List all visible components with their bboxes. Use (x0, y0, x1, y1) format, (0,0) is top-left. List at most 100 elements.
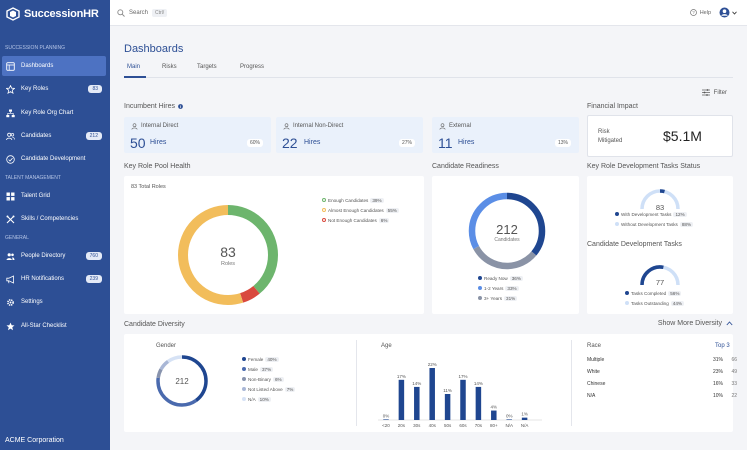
hire-card-unit: Hires (458, 139, 475, 146)
tools-icon (6, 215, 15, 224)
tab-risks[interactable]: Risks (162, 64, 177, 70)
cd-tasks-gauge: 77 (640, 265, 680, 287)
sidebar-item-skills-competencies[interactable]: Skills / Competencies (2, 209, 106, 229)
financial-impact-card: Risk Mitigated $5.1M (587, 115, 733, 157)
pool-center-value: 83 (220, 244, 236, 260)
app-logo[interactable]: SuccessionHR (0, 0, 110, 27)
cd-tasks-legend: Tasks Completed 56% Tasks Outstanding 44% (625, 288, 684, 308)
user-menu[interactable] (719, 7, 737, 18)
sidebar-item-candidates[interactable]: Candidates 212 (2, 126, 106, 146)
filter-button[interactable]: Filter (701, 89, 727, 96)
sidebar-item-dashboards[interactable]: Dashboards (2, 56, 106, 76)
financial-value: $5.1M (663, 128, 702, 144)
age-bar[interactable] (460, 379, 466, 420)
info-icon[interactable] (178, 104, 183, 109)
age-bar[interactable] (444, 394, 451, 420)
hire-card-internal-direct: Internal Direct 50 Hires 60% (124, 117, 271, 153)
sidebar-item-label: HR Notifications (21, 276, 65, 282)
sidebar-item-people-directory[interactable]: People Directory 760 (2, 246, 106, 266)
age-bar-value-label: 4% (491, 405, 498, 410)
age-category-label: N/A (505, 423, 513, 428)
pool-donut: 83 Roles (178, 205, 278, 305)
age-bar[interactable] (475, 386, 482, 420)
legend-item: Female 40% (242, 354, 295, 364)
age-bar[interactable] (429, 368, 435, 420)
sidebar-item-hr-notifications[interactable]: HR Notifications 239 (2, 269, 106, 289)
age-bar[interactable] (506, 419, 512, 420)
sidebar-item-all-star-checklist[interactable]: All-Star Checklist (2, 316, 106, 336)
tab-progress[interactable]: Progress (240, 64, 265, 70)
readiness-title: Candidate Readiness (432, 163, 499, 170)
page-title: Dashboards (124, 43, 184, 55)
legend-item: 3+ Years 31% (478, 293, 523, 303)
age-bar[interactable] (521, 417, 528, 420)
readiness-card: 212 Candidates Ready Now 36% 1-2 Years 33%… (432, 176, 579, 314)
legend-item: N/A 10% (242, 394, 295, 404)
hire-card-percent: 13% (554, 139, 571, 147)
age-bar-chart: 0% <20 17% 20s 14% 30s 22% 40s 11% 50s 17% 60s 14% 70… (378, 362, 542, 428)
count-badge: 83 (88, 85, 102, 93)
search-box[interactable]: Search Ctrl/ (117, 8, 168, 17)
age-title: Age (381, 343, 392, 349)
sidebar-item-label: Skills / Competencies (21, 216, 79, 222)
hire-card-percent: 27% (398, 139, 415, 147)
logo-icon (6, 6, 20, 21)
show-more-diversity-button[interactable]: Show More Diversity (658, 320, 733, 327)
sidebar-item-label: Key Roles (21, 86, 49, 92)
hire-card-value: 22 (282, 135, 298, 151)
race-row: Chinese 16% 33 (587, 381, 737, 387)
count-badge: 212 (85, 132, 102, 140)
readiness-segment-1-2-years (468, 192, 546, 270)
company-name: ACME Corporation (5, 437, 64, 444)
race-top3-link[interactable]: Top 3 (715, 343, 730, 349)
age-bar-value-label: 14% (474, 381, 483, 386)
count-badge: 239 (85, 275, 102, 283)
race-row: Multiple 31% 66 (587, 357, 737, 363)
age-bar-value-label: 17% (458, 374, 467, 379)
help-link[interactable]: ? Help (689, 9, 711, 16)
tab-divider (124, 77, 733, 78)
age-bar-value-label: 14% (412, 381, 421, 386)
cd-tasks-value: 77 (656, 278, 664, 287)
age-bar[interactable] (383, 419, 389, 420)
app-name: SuccessionHR (24, 7, 99, 20)
section-talent-management: TALENT MANAGEMENT (5, 175, 61, 181)
kr-tasks-card: 83 With Development Tasks 12% Without Dev… (587, 176, 733, 260)
pool-health-card: 83 Total Roles 83 Roles Enough Candidate… (124, 176, 424, 314)
age-bar[interactable] (398, 379, 405, 420)
gender-title: Gender (156, 343, 177, 349)
sidebar-item-key-role-org-chart[interactable]: Key Role Org Chart (2, 103, 106, 123)
sidebar-item-candidate-development[interactable]: Candidate Development (2, 149, 106, 169)
legend-item: Enough Candidates 39% (322, 195, 399, 205)
sidebar-item-key-roles[interactable]: Key Roles 83 (2, 79, 106, 99)
show-more-label: Show More Diversity (657, 320, 722, 327)
readiness-donut: 212 Candidates (468, 192, 546, 270)
search-icon (117, 8, 125, 17)
hire-card-percent: 60% (246, 139, 263, 147)
age-bar[interactable] (491, 410, 497, 420)
person-icon (439, 123, 446, 130)
legend-item: Male 37% (242, 364, 295, 374)
grid-icon (6, 192, 15, 201)
search-label: Search (129, 9, 149, 16)
legend-item: Ready Now 36% (478, 273, 523, 283)
filter-label: Filter (713, 89, 727, 96)
cd-tasks-card: 77 Tasks Completed 56% Tasks Outstanding 4… (587, 256, 733, 314)
legend-item: Tasks Completed 56% (625, 288, 684, 298)
person-icon (283, 123, 290, 130)
tab-targets[interactable]: Targets (197, 64, 217, 70)
legend-item: Not Enough Candidates 6% (322, 215, 399, 225)
people-icon (6, 252, 15, 261)
sidebar-item-talent-grid[interactable]: Talent Grid (2, 186, 106, 206)
age-bar[interactable] (414, 386, 420, 420)
race-row: N/A 10% 22 (587, 393, 737, 399)
readiness-center-value: 212 (496, 222, 518, 237)
tab-main[interactable]: Main (127, 64, 141, 70)
section-general: GENERAL (5, 235, 29, 241)
top-bar: Search Ctrl/ ? Help (110, 0, 747, 26)
diversity-title: Candidate Diversity (124, 321, 185, 328)
race-title: Race (587, 343, 602, 349)
sidebar: SuccessionHR SUCCESSION PLANNING Dashboa… (0, 0, 110, 450)
divider (571, 340, 572, 426)
sidebar-item-settings[interactable]: Settings (2, 292, 106, 312)
